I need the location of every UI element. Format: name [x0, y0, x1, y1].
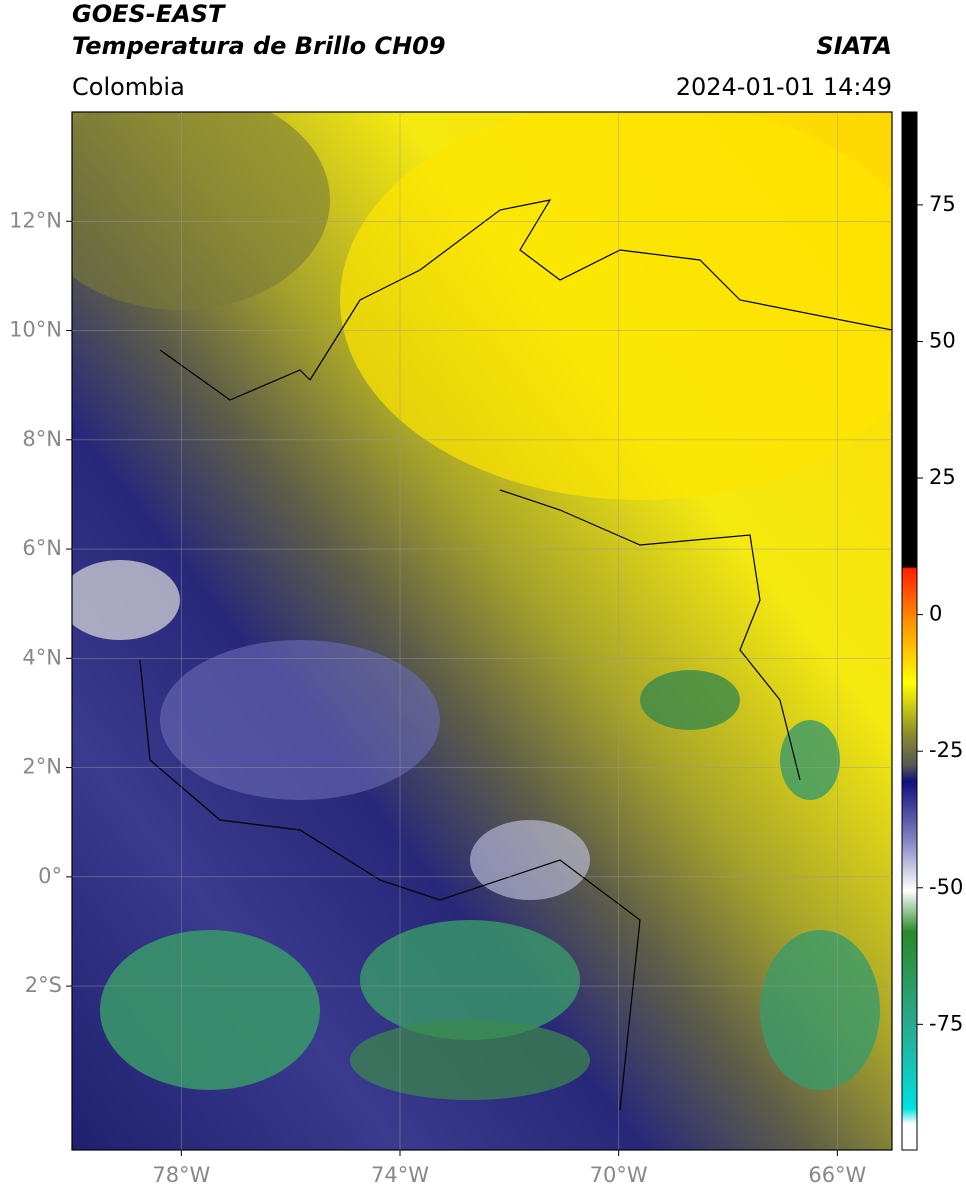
satellite-image [72, 112, 892, 1150]
colorbar-tick-label: 50 [929, 328, 956, 352]
colorbar-tick-label: -25 [929, 738, 963, 762]
x-tick-label: 78°W [152, 1163, 210, 1187]
title: GOES-EAST [72, 0, 226, 28]
colorbar-tick-label: 25 [929, 465, 956, 489]
y-tick-label: 2°S [25, 973, 62, 997]
subtitle: Temperatura de Brillo CH09 [72, 32, 446, 60]
colorbar-tick-label: -75 [929, 1011, 963, 1035]
colorbar-tick-label: -50 [929, 875, 963, 899]
map-frame [71, 111, 893, 1151]
y-tick-label: 2°N [22, 755, 62, 779]
y-tick-label: 10°N [9, 318, 62, 342]
timestamp: 2024-01-01 14:49 [676, 73, 892, 101]
colorbar-tick-label: 75 [929, 192, 956, 216]
y-tick-label: 6°N [22, 536, 62, 560]
x-tick-label: 74°W [371, 1163, 429, 1187]
y-tick-label: 8°N [22, 427, 62, 451]
y-tick-label: 12°N [9, 208, 62, 232]
x-tick-label: 66°W [808, 1163, 866, 1187]
colorbar [901, 111, 918, 1151]
colorbar-tick-label: 0 [929, 602, 942, 626]
source: SIATA [816, 32, 892, 60]
y-tick-label: 0° [38, 864, 62, 888]
y-tick-label: 4°N [22, 645, 62, 669]
x-tick-label: 70°W [590, 1163, 648, 1187]
region: Colombia [72, 73, 185, 101]
